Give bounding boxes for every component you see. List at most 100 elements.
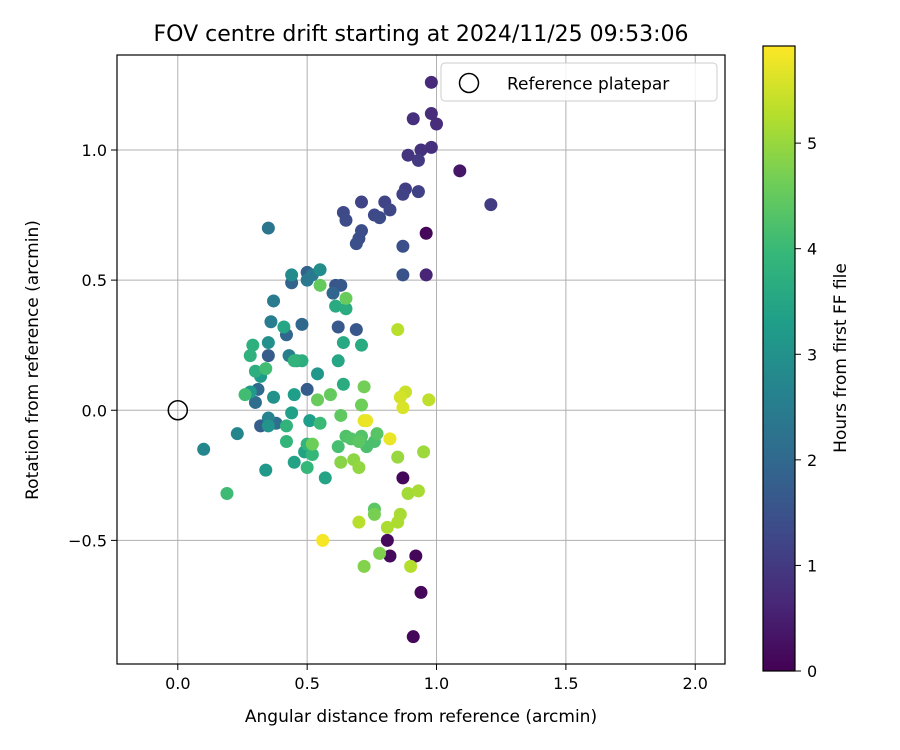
data-point: [360, 414, 374, 428]
data-point: [411, 185, 425, 199]
data-point: [259, 362, 273, 376]
colorbar-ticks: 0 1 2 3 4 5: [795, 134, 817, 681]
data-point: [453, 164, 467, 178]
data-point: [354, 338, 368, 352]
data-point: [430, 117, 444, 131]
data-point: [354, 398, 368, 412]
data-point: [261, 336, 275, 350]
data-point: [409, 549, 423, 563]
data-point: [267, 294, 281, 308]
data-point: [411, 153, 425, 167]
data-point: [331, 354, 345, 368]
data-point: [419, 226, 433, 240]
data-point: [279, 419, 293, 433]
data-point: [311, 367, 325, 381]
data-point: [261, 419, 275, 433]
colorbar-tick-label: 2: [807, 451, 817, 470]
data-point: [318, 471, 332, 485]
data-point: [300, 461, 314, 475]
x-tick-label: 0.5: [294, 674, 319, 693]
data-point: [370, 427, 384, 441]
plot-points: [197, 75, 498, 644]
colorbar: 0 1 2 3 4 5 Hours from first FF file: [762, 45, 851, 681]
data-point: [331, 320, 345, 334]
data-point: [393, 390, 407, 404]
reference-point-marker: [167, 400, 189, 421]
data-point: [261, 349, 275, 363]
colorbar-label: Hours from first FF file: [831, 263, 851, 453]
data-point: [352, 515, 366, 529]
data-point: [406, 630, 420, 644]
y-tick-label: 1.0: [82, 141, 107, 160]
data-point: [414, 143, 428, 157]
x-axis-label: Angular distance from reference (arcmin): [245, 707, 597, 727]
legend-label: Reference platepar: [507, 75, 669, 95]
x-tick-label: 1.0: [424, 674, 449, 693]
data-point: [391, 323, 405, 337]
data-point: [300, 382, 314, 396]
colorbar-gradient: [763, 46, 795, 671]
data-point: [323, 388, 337, 402]
data-point: [411, 484, 425, 498]
data-point: [414, 585, 428, 599]
data-point: [352, 461, 366, 475]
x-tick-label: 2.0: [683, 674, 708, 693]
data-point: [406, 112, 420, 126]
data-point: [267, 390, 281, 404]
data-point: [391, 515, 405, 529]
data-point: [285, 406, 299, 420]
y-axis: −0.5 0.0 0.5 1.0: [68, 141, 117, 550]
reference-marker: [167, 400, 189, 421]
data-point: [354, 195, 368, 209]
colorbar-tick-label: 0: [807, 662, 817, 681]
data-point: [419, 268, 433, 282]
data-point: [313, 278, 327, 292]
colorbar-tick-label: 1: [807, 556, 817, 575]
data-point: [331, 440, 345, 454]
data-point: [336, 377, 350, 391]
data-point: [230, 427, 244, 441]
colorbar-frame: [762, 45, 796, 672]
data-point: [277, 320, 291, 334]
data-point: [329, 299, 343, 313]
data-point: [285, 268, 299, 282]
data-point: [383, 432, 397, 446]
data-point: [401, 148, 415, 162]
data-point: [422, 393, 436, 407]
data-point: [404, 559, 418, 573]
data-point: [339, 213, 353, 227]
data-point: [303, 414, 317, 428]
data-point: [305, 447, 319, 461]
data-point: [383, 203, 397, 217]
data-point: [243, 349, 257, 363]
data-point: [339, 291, 353, 305]
data-point: [246, 338, 260, 352]
data-point: [396, 187, 410, 201]
x-axis: 0.0 0.5 1.0 1.5 2.0: [165, 664, 708, 693]
x-tick-label: 0.0: [165, 674, 190, 693]
data-point: [295, 317, 309, 331]
chart-title: FOV centre drift starting at 2024/11/25 …: [154, 22, 689, 47]
data-point: [248, 395, 262, 409]
data-point: [261, 221, 275, 235]
data-point: [311, 393, 325, 407]
data-point: [396, 268, 410, 282]
data-point: [424, 140, 438, 154]
data-point: [279, 434, 293, 448]
legend-reference-marker: [458, 72, 480, 94]
data-point: [313, 416, 327, 430]
data-point: [326, 286, 340, 300]
data-point: [401, 487, 415, 501]
data-point: [339, 302, 353, 316]
data-point: [373, 546, 387, 560]
y-tick-label: 0.0: [82, 401, 107, 420]
data-point: [287, 455, 301, 469]
colorbar-tick-label: 5: [807, 134, 817, 153]
data-point: [424, 75, 438, 89]
data-point: [220, 487, 234, 501]
data-point: [396, 401, 410, 415]
legend-box: [440, 62, 718, 102]
colorbar-tick-label: 4: [807, 240, 817, 259]
data-point: [357, 559, 371, 573]
